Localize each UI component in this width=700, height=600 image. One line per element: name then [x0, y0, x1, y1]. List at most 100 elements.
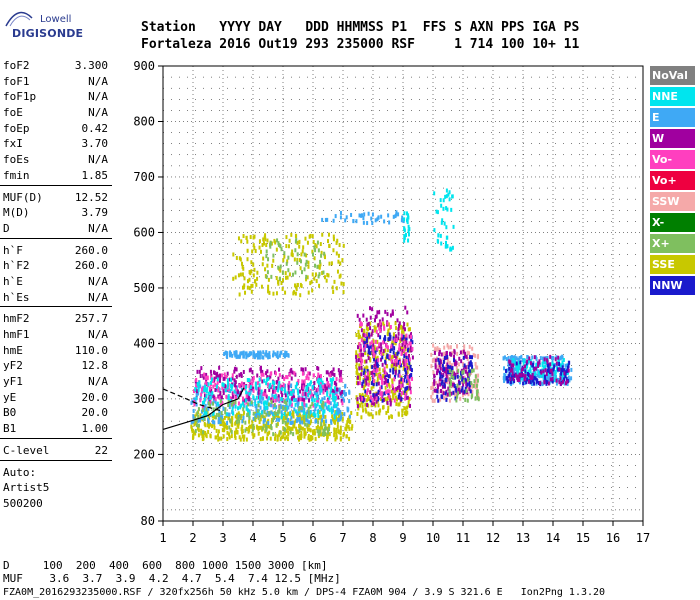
echo-point [369, 390, 372, 395]
echo-point [322, 386, 325, 391]
echo-point [341, 258, 344, 263]
x-tick-label: 17 [636, 531, 650, 545]
echo-point [243, 276, 246, 281]
param-name: hmE [3, 343, 23, 357]
echo-point [378, 319, 381, 324]
echo-point [400, 380, 403, 385]
echo-point [208, 386, 211, 391]
echo-point [322, 270, 325, 275]
echo-point [276, 437, 279, 442]
echo-point [385, 410, 388, 415]
echo-point [304, 417, 307, 422]
echo-point [476, 389, 479, 394]
echo-point [369, 395, 372, 400]
echo-point [439, 233, 442, 238]
echo-point [448, 388, 451, 393]
echo-point [285, 401, 288, 406]
echo-point [434, 363, 437, 368]
echo-point [358, 213, 361, 218]
echo-point [364, 350, 367, 355]
echo-point [200, 392, 203, 397]
echo-point [369, 326, 372, 331]
echo-point [251, 402, 254, 407]
echo-point [360, 394, 363, 399]
echo-point [386, 312, 389, 317]
echo-point [381, 381, 384, 386]
echo-point [365, 326, 368, 331]
echo-point [252, 411, 255, 416]
echo-point [220, 373, 223, 378]
echo-point [400, 333, 403, 338]
echo-point [281, 393, 284, 398]
echo-point [196, 369, 199, 374]
echo-point [453, 350, 456, 355]
echo-point [312, 383, 315, 388]
echo-point [550, 355, 553, 360]
echo-point [455, 365, 458, 370]
echo-point [198, 418, 201, 423]
echo-point [521, 367, 524, 372]
echo-point [369, 390, 372, 395]
echo-point [438, 349, 441, 354]
echo-point [225, 354, 228, 359]
echo-point [327, 397, 330, 402]
echo-point [372, 354, 375, 359]
echo-point [362, 216, 365, 221]
echo-point [441, 363, 444, 368]
echo-point [316, 410, 319, 415]
echo-point [238, 384, 241, 389]
echo-point [373, 345, 376, 350]
echo-point [240, 387, 243, 392]
echo-point [295, 398, 298, 403]
echo-point [315, 419, 318, 424]
y-tick-label: 400 [133, 336, 155, 350]
echo-point [310, 413, 313, 418]
legend-item: NoVal [650, 66, 695, 85]
echo-point [528, 356, 531, 361]
echo-point [264, 424, 267, 429]
echo-point [562, 363, 565, 368]
echo-point [360, 213, 363, 218]
echo-point [560, 371, 563, 376]
echo-point [326, 434, 329, 439]
echo-point [389, 325, 392, 330]
echo-point [303, 407, 306, 412]
echo-point [369, 351, 372, 356]
echo-point [531, 373, 534, 378]
echo-point [368, 346, 371, 351]
echo-point [235, 354, 238, 359]
echo-point [248, 286, 251, 291]
echo-point [433, 373, 436, 378]
echo-point [235, 415, 238, 420]
echo-point [284, 406, 287, 411]
echo-point [538, 359, 541, 364]
echo-point [205, 375, 208, 380]
echo-point [345, 434, 348, 439]
echo-point [237, 273, 240, 278]
echo-point [513, 356, 516, 361]
echo-point [285, 403, 288, 408]
echo-point [294, 283, 297, 288]
echo-point [503, 376, 506, 381]
echo-point [380, 396, 383, 401]
echo-point [335, 382, 338, 387]
echo-point [262, 419, 265, 424]
echo-point [285, 244, 288, 249]
echo-point [563, 380, 566, 385]
echo-point [521, 358, 524, 363]
echo-point [457, 391, 460, 396]
echo-point [239, 414, 242, 419]
echo-point [406, 375, 409, 380]
echo-point [321, 425, 324, 430]
echo-point [257, 350, 260, 355]
param-value: 3.300 [74, 59, 108, 72]
echo-point [451, 370, 454, 375]
echo-point [564, 363, 567, 368]
echo-point [397, 402, 400, 407]
echo-point [259, 417, 262, 422]
echo-point [217, 374, 220, 379]
echo-point [273, 410, 276, 415]
echo-point [549, 354, 552, 359]
y-tick-label: 900 [133, 59, 155, 73]
echo-point [397, 336, 400, 341]
